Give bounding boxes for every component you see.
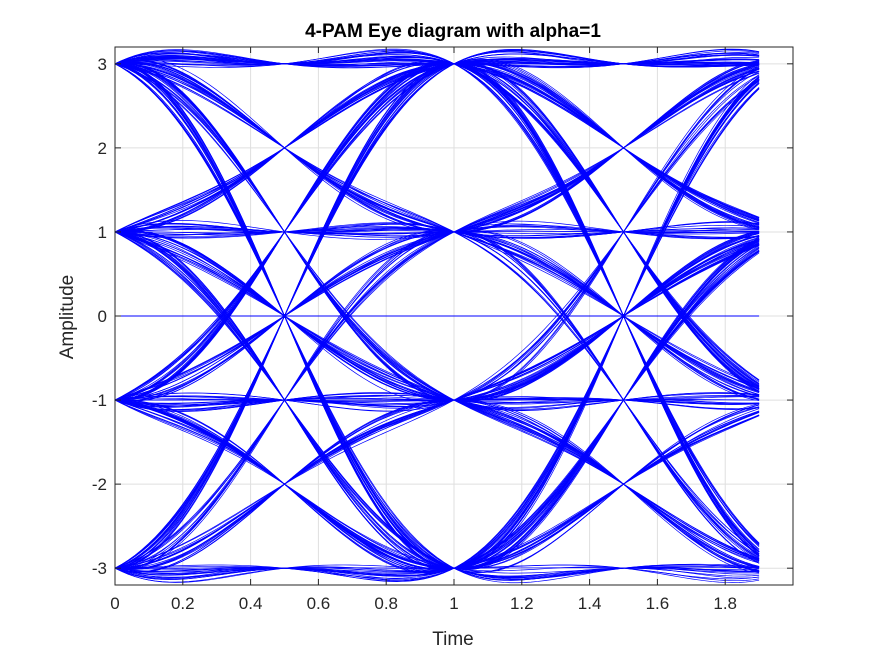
eye-trace: [114, 225, 760, 401]
y-tick-label: 0: [98, 307, 107, 326]
eye-trace: [114, 69, 760, 570]
eye-trace: [114, 223, 760, 400]
eye-trace: [114, 68, 760, 408]
eye-trace: [114, 399, 760, 570]
eye-trace: [114, 231, 760, 401]
eye-trace: [114, 72, 760, 569]
eye-trace: [114, 63, 760, 233]
x-tick-label: 0.8: [374, 594, 398, 613]
eye-trace: [114, 227, 760, 238]
eye-trace: [114, 399, 760, 569]
eye-trace: [114, 399, 760, 574]
x-tick-label: 0.6: [307, 594, 331, 613]
y-axis-label: Amplitude: [57, 275, 78, 360]
x-tick-label: 0.4: [239, 594, 263, 613]
eye-trace: [114, 63, 760, 573]
eye-trace: [114, 56, 760, 67]
eye-trace: [114, 230, 760, 570]
y-tick-label: 1: [98, 223, 107, 242]
eye-trace: [114, 63, 760, 401]
eye-trace: [114, 62, 760, 569]
eye-trace: [114, 58, 760, 233]
eye-trace: [114, 87, 760, 581]
eye-trace: [114, 240, 760, 576]
eye-trace: [114, 63, 760, 395]
eye-traces: [114, 48, 760, 584]
eye-trace: [114, 63, 760, 400]
eye-trace: [114, 244, 760, 569]
chart-title: 4-PAM Eye diagram with alpha=1: [305, 21, 601, 42]
x-tick-label: 1.8: [713, 594, 737, 613]
eye-trace: [114, 63, 760, 401]
eye-trace: [114, 62, 760, 559]
eye-trace: [114, 63, 760, 239]
eye-trace: [114, 233, 760, 406]
x-tick-label: 1.4: [578, 594, 602, 613]
eye-trace: [114, 231, 760, 569]
eye-trace: [114, 227, 760, 234]
x-tick-label: 1.2: [510, 594, 534, 613]
eye-trace: [114, 226, 760, 400]
eye-trace: [114, 63, 760, 570]
eye-trace: [114, 230, 760, 401]
y-tick-label: 3: [98, 55, 107, 74]
eye-trace: [114, 80, 760, 569]
x-tick-label: 0: [110, 594, 119, 613]
eye-trace: [114, 63, 760, 387]
y-tick-label: -3: [92, 559, 107, 578]
eye-trace: [114, 230, 760, 569]
y-tick-label: 2: [98, 139, 107, 158]
eye-trace: [114, 63, 760, 569]
y-tick-label: -2: [92, 475, 107, 494]
y-tick-label: -1: [92, 391, 107, 410]
eye-trace: [114, 237, 760, 570]
x-tick-label: 1: [449, 594, 458, 613]
eye-trace: [114, 63, 760, 569]
axis-ticks: 0 0.2 0.4 0.6 0.8 1 1.2 1.4 1.6 1.8 3 2 1 0 -1 -2 -3: [92, 47, 793, 613]
eye-trace: [114, 62, 760, 402]
x-tick-label: 1.6: [646, 594, 670, 613]
x-axis-label: Time: [432, 629, 474, 650]
eye-trace: [114, 231, 760, 559]
eye-trace: [114, 231, 760, 572]
x-tick-label: 0.2: [171, 594, 195, 613]
eye-trace: [114, 399, 760, 569]
eye-trace: [114, 48, 760, 68]
